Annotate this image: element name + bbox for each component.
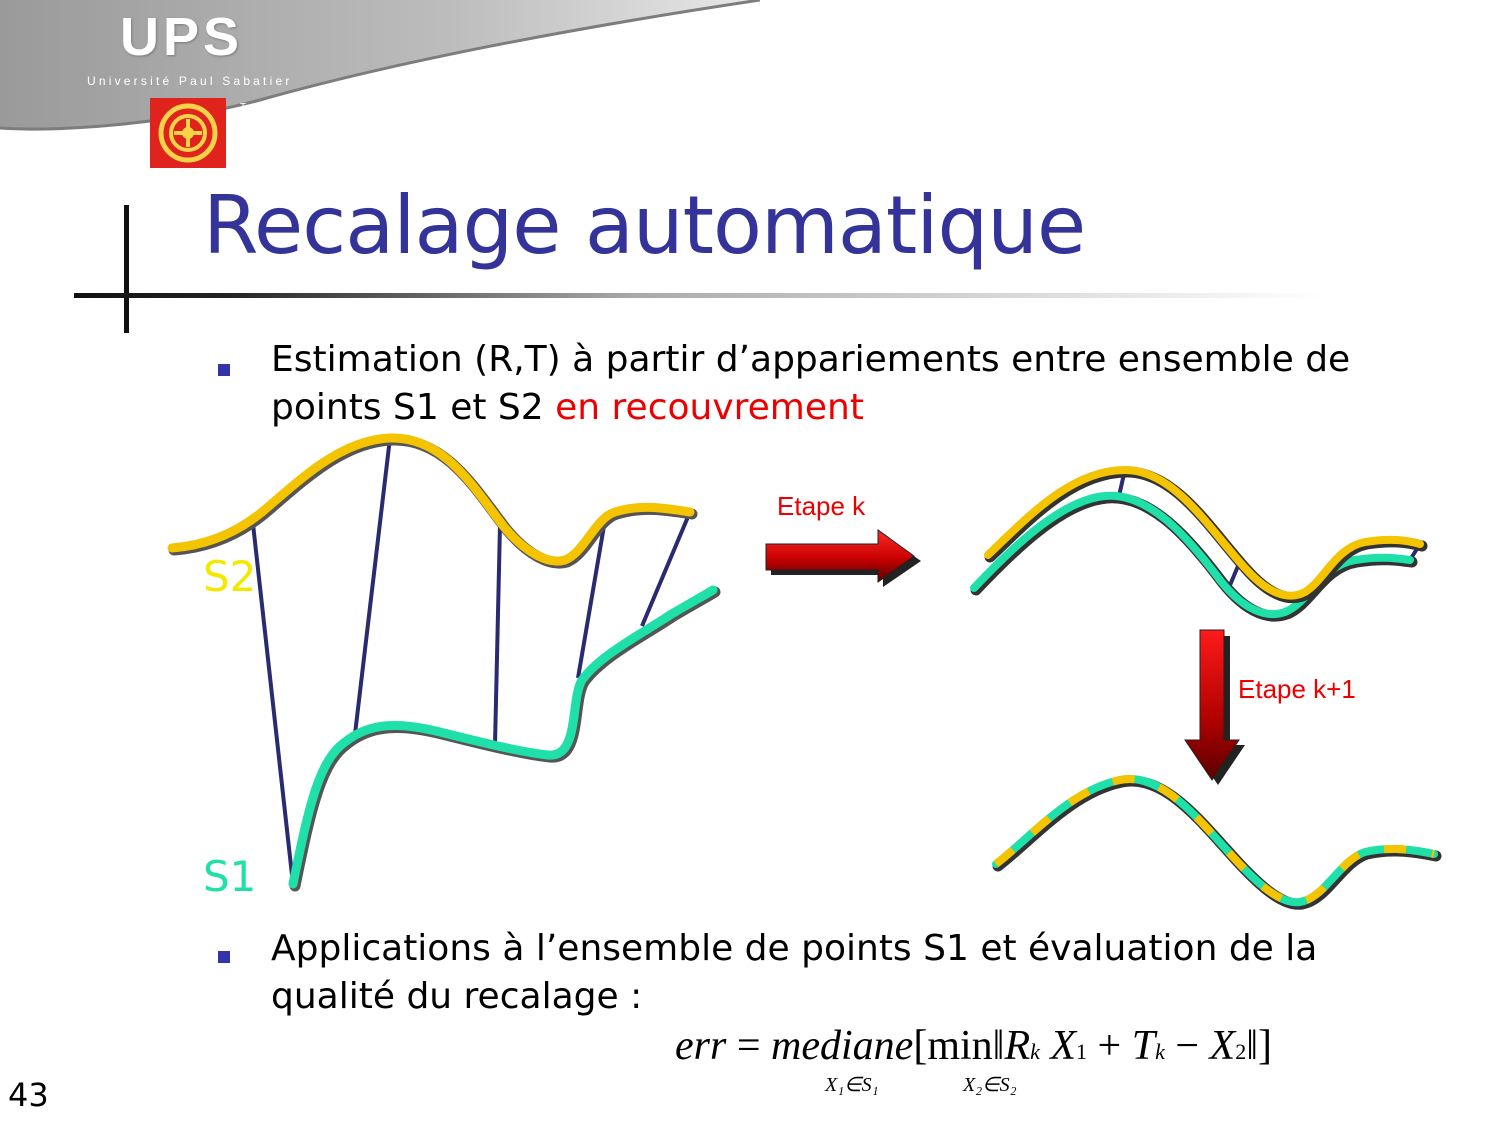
- s2-curve-step-k-shadow: [984, 466, 1428, 604]
- formula-sub1: 1: [1076, 1039, 1088, 1064]
- formula-plus: +: [1097, 1023, 1122, 1069]
- formula-min: min: [927, 1023, 993, 1069]
- s1-curve: [288, 585, 718, 889]
- merged-curve-s1: [992, 775, 1438, 907]
- formula-norm-close: ‖: [1246, 1023, 1258, 1069]
- page-number: 43: [8, 1076, 49, 1114]
- formula-under-median: X₁∈S₁: [825, 1074, 879, 1096]
- bullet-1-highlight: en recouvrement: [555, 387, 864, 428]
- university-city: Toulouse 3: [240, 102, 319, 113]
- formula-open: [: [913, 1023, 928, 1069]
- formula-sub2: 2: [1235, 1039, 1247, 1064]
- title-rule: [74, 205, 1324, 333]
- formula-minus: −: [1175, 1023, 1200, 1069]
- s1-curve-step-k: [970, 491, 1414, 619]
- bullet-text-1: Estimation (R,T) à partir d’appariements…: [271, 336, 1431, 432]
- university-name: Université Paul Sabatier: [87, 74, 293, 88]
- label-step-k: Etape k: [777, 491, 866, 521]
- formula-x2: X: [1209, 1023, 1236, 1069]
- formula-x1: X: [1050, 1023, 1077, 1069]
- formula-r: R: [1004, 1023, 1031, 1069]
- formula-under-min: X₂∈S₂: [963, 1074, 1017, 1096]
- s2-curve-step-k: [984, 465, 1424, 600]
- bullet-text-2: Applications à l’ensemble de points S1 e…: [271, 928, 1318, 1017]
- s1-curve-shadow: [289, 586, 721, 892]
- formula-norm-open: ‖: [992, 1023, 1005, 1069]
- arrow-down-icon: [1184, 629, 1245, 785]
- label-step-k1: Etape k+1: [1238, 674, 1356, 704]
- university-seal-icon: [150, 98, 226, 168]
- formula-equals: =: [736, 1023, 761, 1069]
- s2-curve-shadow: [168, 434, 698, 569]
- bullet-marker: [218, 364, 230, 376]
- label-s1: S1: [203, 852, 257, 901]
- bullet-1-text: Estimation (R,T) à partir d’appariements…: [271, 339, 1351, 428]
- s2-curve: [167, 433, 695, 566]
- formula-k1: k: [1030, 1039, 1040, 1064]
- correspondence-lines: [251, 437, 692, 885]
- formula-err: err: [675, 1023, 727, 1069]
- header-swoosh: [0, 0, 760, 131]
- bullet-marker: [218, 951, 230, 963]
- slide-title: Recalage automatique: [203, 179, 1086, 272]
- error-formula: err = mediane[min‖Rk X1 + Tk − X2‖]: [675, 1022, 1272, 1070]
- formula-close: ]: [1258, 1023, 1272, 1069]
- ups-logo: UPS: [120, 7, 244, 67]
- merged-curve-s2: [993, 775, 1435, 907]
- formula-k2: k: [1155, 1039, 1165, 1064]
- label-s2: S2: [203, 552, 257, 601]
- formula-median: mediane: [771, 1023, 914, 1069]
- formula-t: T: [1131, 1023, 1156, 1069]
- arrow-right-icon: [765, 529, 921, 587]
